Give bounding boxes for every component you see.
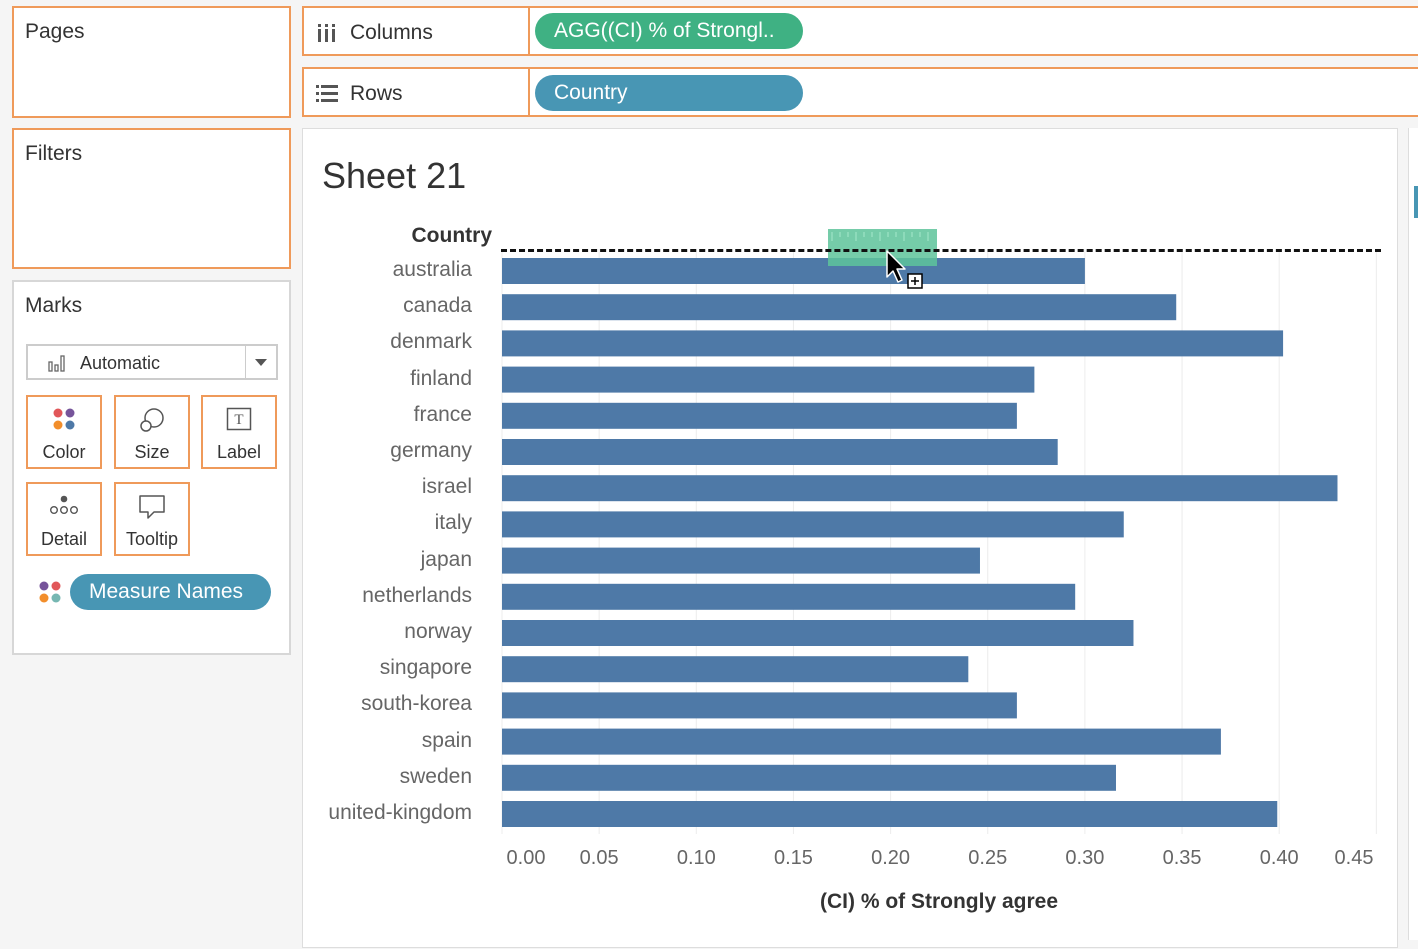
row-label-south-korea[interactable]: south-korea [361, 692, 472, 716]
text-label-icon: T [203, 407, 275, 431]
row-label-netherlands[interactable]: netherlands [362, 583, 472, 607]
speech-bubble-icon [116, 494, 188, 520]
mouse-cursor-icon [886, 250, 926, 299]
row-label-australia[interactable]: australia [392, 258, 472, 281]
columns-shelf[interactable]: Columns AGG((CI) % of Strongl.. [302, 6, 1418, 56]
bar-singapore[interactable] [502, 656, 969, 683]
row-label-canada[interactable]: canada [403, 294, 472, 318]
bar-italy[interactable] [502, 511, 1124, 538]
sheet-title: Sheet 21 [322, 155, 467, 196]
columns-icon [316, 24, 336, 49]
row-label-germany[interactable]: germany [390, 439, 472, 462]
drag-ghost-pill [828, 229, 937, 266]
color-dots-icon [38, 580, 62, 609]
detail-label: Detail [40, 529, 88, 549]
measure-names-pill[interactable]: Measure Names [70, 574, 271, 610]
svg-text:T: T [234, 412, 243, 428]
filters-title: Filters [25, 142, 83, 165]
marks-title: Marks [25, 294, 83, 317]
size-button[interactable]: Size [114, 395, 190, 469]
row-label-norway[interactable]: norway [404, 620, 472, 643]
bar-sweden[interactable] [502, 764, 1116, 791]
side-panel-edge [1408, 128, 1418, 940]
row-label-france[interactable]: france [413, 402, 472, 426]
bar-france[interactable] [502, 402, 1017, 429]
size-icon [116, 407, 188, 433]
row-header: Country [411, 224, 493, 247]
bar-germany[interactable] [502, 439, 1058, 465]
color-button[interactable]: Color [26, 395, 102, 469]
bar-netherlands[interactable] [502, 583, 1076, 610]
rows-shelf[interactable]: Rows Country [302, 67, 1418, 117]
rows-pill[interactable]: Country [535, 75, 803, 111]
mark-type-dropdown[interactable]: Automatic [26, 344, 278, 380]
mark-type-value: Automatic [80, 353, 161, 373]
row-label-denmark[interactable]: denmark [390, 330, 472, 354]
columns-pill[interactable]: AGG((CI) % of Strongl.. [535, 13, 803, 49]
x-tick-label: 0.00 [506, 847, 546, 869]
row-label-singapore[interactable]: singapore [379, 656, 472, 680]
bar-denmark[interactable] [502, 330, 1284, 357]
x-tick-label: 0.20 [871, 847, 911, 869]
side-panel-marker [1414, 186, 1418, 218]
bar-australia[interactable] [502, 258, 1085, 284]
x-axis-title: (CI) % of Strongly agree [820, 890, 1059, 913]
bar-finland[interactable] [502, 366, 1035, 393]
x-tick-label: 0.25 [968, 847, 1008, 869]
bar-south-korea[interactable] [502, 692, 1017, 719]
bar-norway[interactable] [502, 620, 1134, 646]
bar-spain[interactable] [502, 728, 1221, 755]
bar-united-kingdom[interactable] [502, 801, 1278, 827]
bar-chart-icon [48, 354, 66, 377]
marks-card: Marks Automatic Color Size T Label Detai… [12, 280, 291, 655]
pages-shelf[interactable]: Pages [12, 6, 291, 118]
rows-list-icon [316, 85, 338, 108]
detail-button[interactable]: Detail [26, 482, 102, 556]
row-label-japan[interactable]: japan [420, 547, 472, 571]
row-label-italy[interactable]: italy [434, 511, 472, 535]
drop-indicator-line [501, 249, 1381, 252]
row-label-united-kingdom[interactable]: united-kingdom [328, 801, 472, 824]
color-dots-icon [28, 407, 100, 431]
bar-japan[interactable] [502, 547, 980, 574]
bar-chart [501, 249, 1377, 834]
bar-israel[interactable] [502, 475, 1338, 502]
color-label: Color [42, 442, 86, 462]
x-tick-label: 0.35 [1162, 847, 1202, 869]
rows-label: Rows [350, 82, 403, 105]
row-label-spain[interactable]: spain [421, 728, 472, 752]
pages-title: Pages [25, 20, 85, 43]
row-label-finland[interactable]: finland [410, 366, 472, 390]
label-button[interactable]: T Label [201, 395, 277, 469]
bar-canada[interactable] [502, 294, 1177, 321]
label-label: Label [216, 442, 262, 462]
x-tick-label: 0.10 [676, 847, 716, 869]
chevron-down-icon[interactable] [255, 359, 267, 366]
x-tick-label: 0.45 [1334, 847, 1374, 869]
size-label: Size [134, 442, 170, 462]
x-tick-label: 0.30 [1065, 847, 1105, 869]
x-tick-label: 0.05 [579, 847, 619, 869]
columns-label: Columns [350, 21, 433, 44]
row-label-sweden[interactable]: sweden [399, 764, 472, 788]
row-label-israel[interactable]: israel [421, 475, 472, 499]
detail-icon [28, 494, 100, 516]
x-tick-label: 0.40 [1259, 847, 1299, 869]
tooltip-label: Tooltip [125, 529, 179, 549]
x-tick-label: 0.15 [773, 847, 813, 869]
filters-shelf[interactable]: Filters [12, 128, 291, 269]
tooltip-button[interactable]: Tooltip [114, 482, 190, 556]
